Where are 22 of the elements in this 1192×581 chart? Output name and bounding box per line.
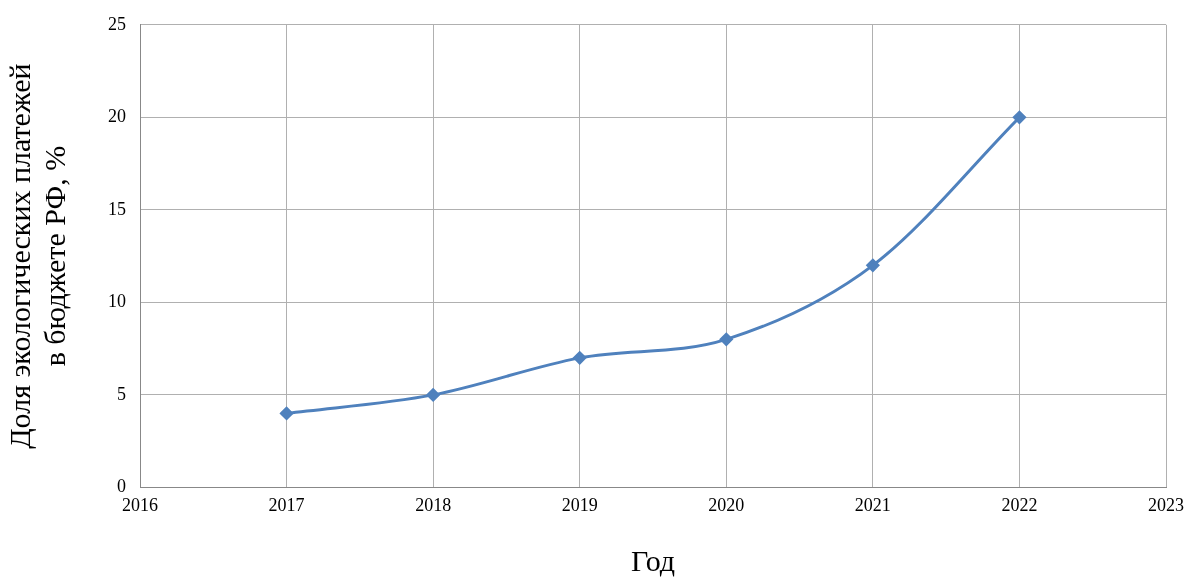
- y-tick-label: 15: [108, 198, 126, 219]
- x-tick-label: 2019: [561, 494, 598, 515]
- x-tick-label: 2022: [1001, 494, 1038, 515]
- y-axis-title: Доля экологических платежей в бюджете РФ, %: [3, 63, 71, 449]
- y-tick-label: 20: [108, 106, 126, 127]
- y-tick-label: 25: [108, 13, 126, 34]
- x-tick-label: 2023: [1148, 494, 1184, 515]
- x-tick-label: 2017: [268, 494, 305, 515]
- y-tick-label: 0: [117, 476, 126, 497]
- point: [1012, 110, 1026, 124]
- point: [573, 351, 587, 365]
- point: [280, 406, 294, 420]
- x-tick-label: 2016: [122, 494, 158, 515]
- x-tick-label: 2021: [854, 494, 891, 515]
- x-axis-title: Год: [630, 543, 676, 577]
- x-tick-label: 2020: [708, 494, 745, 515]
- point: [866, 258, 880, 272]
- point: [426, 388, 440, 402]
- x-tick-label: 2018: [415, 494, 452, 515]
- y-tick-label: 5: [117, 383, 126, 404]
- y-tick-label: 10: [108, 291, 126, 312]
- point: [719, 332, 733, 346]
